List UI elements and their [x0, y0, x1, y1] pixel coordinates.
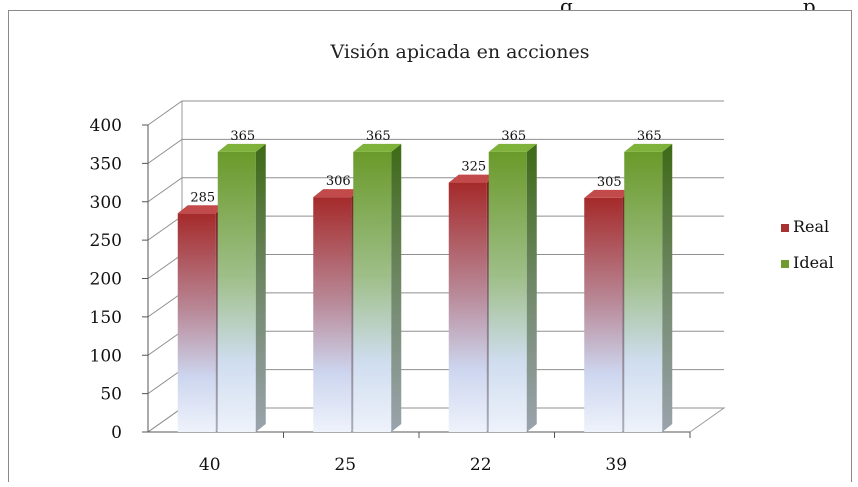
data-label: 365	[637, 129, 662, 144]
bar-ideal-side	[662, 143, 673, 433]
bar-real-top	[313, 189, 362, 198]
data-label: 305	[597, 175, 622, 190]
data-label: 365	[230, 129, 255, 144]
data-label: 365	[366, 129, 391, 144]
x-tick-label: 25	[334, 455, 356, 475]
y-tick-label: 50	[100, 385, 122, 405]
data-label: 365	[501, 129, 526, 144]
bar-real-top	[584, 189, 633, 198]
legend-swatch-real	[781, 224, 789, 232]
legend-label-real: Real	[793, 217, 829, 236]
bar-real-front	[177, 213, 216, 432]
y-tick-label: 100	[90, 346, 122, 366]
bar-ideal-front	[488, 151, 527, 433]
bar-real-front	[584, 197, 623, 432]
y-tick-label: 0	[111, 423, 122, 443]
bar-ideal-side	[526, 143, 537, 433]
bar-real-front	[313, 197, 352, 432]
bar-ideal-front	[624, 151, 663, 433]
bar-ideal-top	[624, 143, 673, 152]
bar-ideal-top	[217, 143, 266, 152]
bar-ideal-front	[217, 151, 256, 433]
y-tick-label: 400	[90, 116, 122, 136]
y-tick-label: 250	[90, 231, 122, 251]
gridline	[147, 177, 724, 203]
legend-swatch-ideal	[781, 260, 789, 268]
bar-real-front	[448, 182, 487, 432]
bar-ideal-side	[255, 143, 266, 433]
data-label: 285	[190, 190, 215, 205]
chart-title: Visión apicada en acciones	[330, 41, 590, 63]
bar-real-top	[177, 205, 226, 214]
axis-layer: 0 50 100 150 200 250 300 350 400 40 25 22 39	[90, 116, 691, 475]
data-label: 325	[461, 160, 486, 175]
gridline	[147, 100, 724, 126]
bar-ideal-top	[353, 143, 402, 152]
x-tick-label: 39	[605, 455, 627, 475]
bar-ideal-front	[353, 151, 392, 433]
legend: Real Ideal	[781, 217, 834, 272]
x-tick-label: 40	[199, 455, 221, 475]
y-tick-label: 200	[90, 270, 122, 290]
y-tick-label: 300	[90, 193, 122, 213]
bar-ideal-side	[391, 143, 402, 433]
legend-label-ideal: Ideal	[793, 253, 834, 272]
gridline	[147, 138, 724, 164]
bar-real-top	[448, 174, 497, 183]
chart-frame	[8, 10, 852, 482]
bar-ideal-top	[488, 143, 537, 152]
y-tick-label: 350	[90, 154, 122, 174]
bar-layer: 285 365 306 365 325 365 305 365	[177, 129, 673, 433]
data-label: 306	[326, 174, 351, 189]
y-tick-label: 150	[90, 308, 122, 328]
x-tick-label: 22	[470, 455, 492, 475]
